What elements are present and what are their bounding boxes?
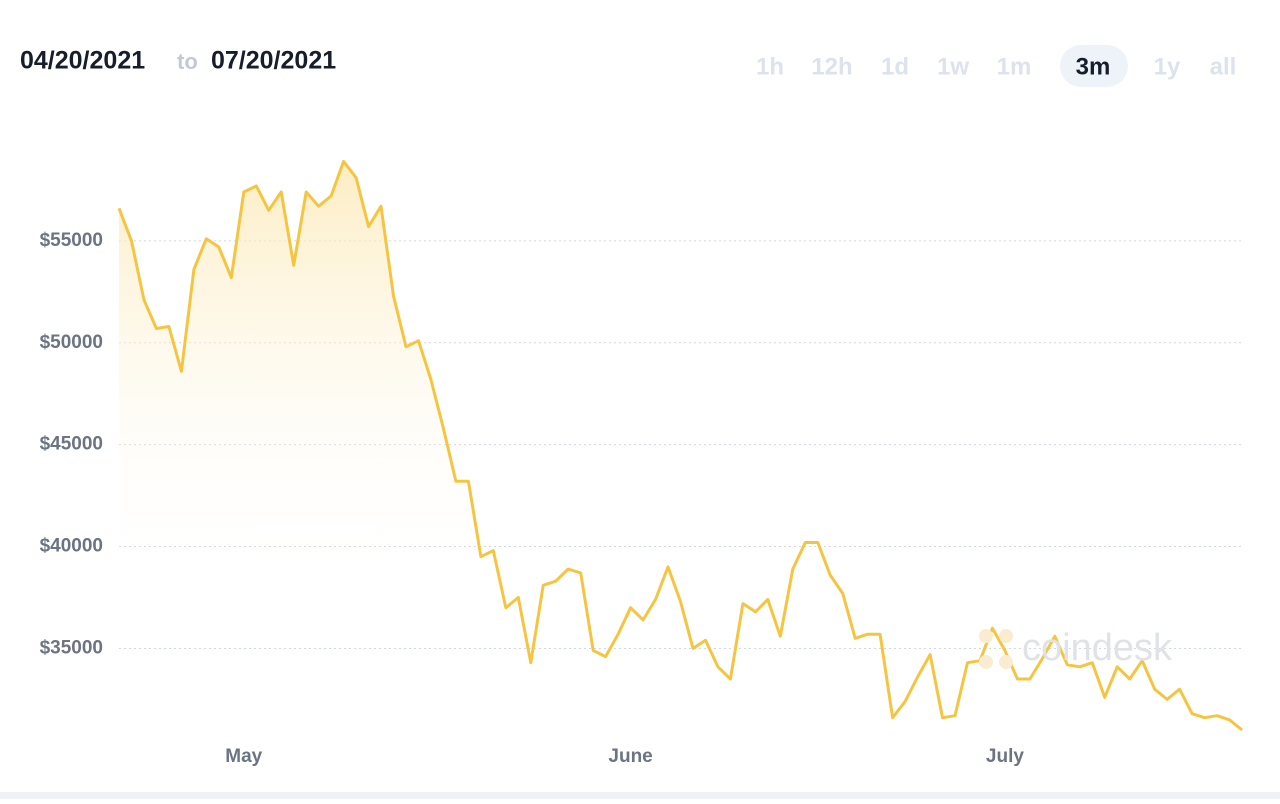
watermark-text: coindesk [1022,627,1173,669]
date-from: 04/20/2021 [20,47,145,75]
x-tick-label: May [225,746,262,767]
watermark: coindesk [979,627,1173,669]
range-button[interactable]: 1m [997,53,1032,80]
watermark-icon [999,629,1013,643]
price-line [117,159,1243,732]
area [119,161,1242,732]
x-tick-label: June [608,746,652,767]
range-button[interactable]: 3m [1076,53,1111,80]
y-tick-label: $55000 [40,230,103,251]
date-separator: to [177,49,198,74]
date-to: 07/20/2021 [211,47,336,75]
bottom-border [0,792,1280,799]
y-tick-label: $45000 [40,434,103,455]
watermark-icon [979,629,993,643]
range-button[interactable]: 1d [881,53,909,80]
range-button[interactable]: 1h [756,53,784,80]
watermark-icon [999,655,1013,669]
range-button[interactable]: 12h [811,53,852,80]
y-tick-label: $50000 [40,332,103,353]
range-button[interactable]: all [1210,53,1237,80]
x-tick-label: July [986,746,1024,767]
range-button[interactable]: 1w [937,53,969,80]
y-tick-label: $40000 [40,536,103,557]
selected-range-pill [1060,45,1128,87]
watermark-icon [979,655,993,669]
range-button[interactable]: 1y [1154,53,1181,80]
y-tick-label: $35000 [40,637,103,658]
